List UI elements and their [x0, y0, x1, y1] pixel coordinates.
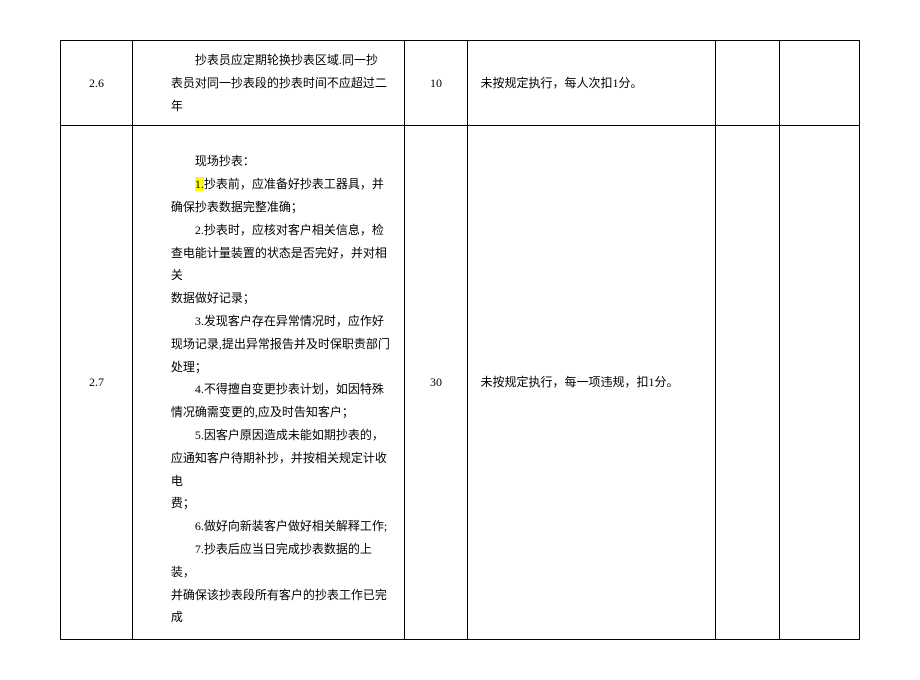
desc-line: 确保抄表数据完整准确； — [171, 196, 394, 219]
row-description: 现场抄表： 1.抄表前，应准备好抄表工器具，并 确保抄表数据完整准确； 2.抄表… — [132, 126, 404, 640]
desc-line: 情况确需变更的,应及时告知客户； — [171, 401, 394, 424]
assessment-table: 2.6 抄表员应定期轮换抄表区域.同一抄 表员对同一抄表段的抄表时间不应超过二年… — [60, 40, 860, 640]
desc-line: 2.抄表时，应核对客户相关信息，检 — [171, 219, 394, 242]
table-row: 2.7 现场抄表： 1.抄表前，应准备好抄表工器具，并 确保抄表数据完整准确； … — [61, 126, 860, 640]
row-empty — [780, 126, 860, 640]
desc-line: 应通知客户待期补抄，并按相关规定计收电 — [171, 447, 394, 493]
row-score: 30 — [404, 126, 468, 640]
row-description: 抄表员应定期轮换抄表区域.同一抄 表员对同一抄表段的抄表时间不应超过二年 — [132, 41, 404, 126]
desc-line: 抄表员应定期轮换抄表区域.同一抄 — [171, 49, 394, 72]
desc-line: 数据做好记录； — [171, 287, 394, 310]
desc-line: 现场记录,提出异常报告并及时保职责部门 — [171, 333, 394, 356]
desc-line: 表员对同一抄表段的抄表时间不应超过二年 — [171, 72, 394, 118]
row-rule: 未按规定执行，每人次扣1分。 — [468, 41, 716, 126]
highlighted-text: 1. — [195, 177, 204, 191]
text-span — [171, 177, 195, 191]
row-score: 10 — [404, 41, 468, 126]
table-row: 2.6 抄表员应定期轮换抄表区域.同一抄 表员对同一抄表段的抄表时间不应超过二年… — [61, 41, 860, 126]
row-empty — [716, 126, 780, 640]
desc-line: 费； — [171, 492, 394, 515]
desc-line: 3.发现客户存在异常情况时，应作好 — [171, 310, 394, 333]
desc-line: 并确保该抄表段所有客户的抄表工作已完成 — [171, 584, 394, 630]
desc-line: 6.做好向新装客户做好相关解释工作; — [171, 515, 394, 538]
desc-line: 处理； — [171, 356, 394, 379]
desc-content: 抄表员应定期轮换抄表区域.同一抄 表员对同一抄表段的抄表时间不应超过二年 — [143, 49, 394, 117]
row-rule: 未按规定执行，每一项违规，扣1分。 — [468, 126, 716, 640]
row-number: 2.7 — [61, 126, 133, 640]
text-span: 抄表前，应准备好抄表工器具，并 — [204, 177, 384, 191]
desc-line: 7.抄表后应当日完成抄表数据的上装， — [171, 538, 394, 584]
desc-line: 4.不得擅自变更抄表计划，如因特殊 — [171, 378, 394, 401]
row-empty — [716, 41, 780, 126]
desc-line: 5.因客户原因造成未能如期抄表的， — [171, 424, 394, 447]
row-number: 2.6 — [61, 41, 133, 126]
desc-line: 查电能计量装置的状态是否完好，并对相关 — [171, 242, 394, 288]
row-empty — [780, 41, 860, 126]
desc-item: 1.抄表前，应准备好抄表工器具，并 — [171, 173, 394, 196]
desc-content: 现场抄表： 1.抄表前，应准备好抄表工器具，并 确保抄表数据完整准确； 2.抄表… — [143, 150, 394, 629]
desc-heading: 现场抄表： — [171, 150, 394, 173]
